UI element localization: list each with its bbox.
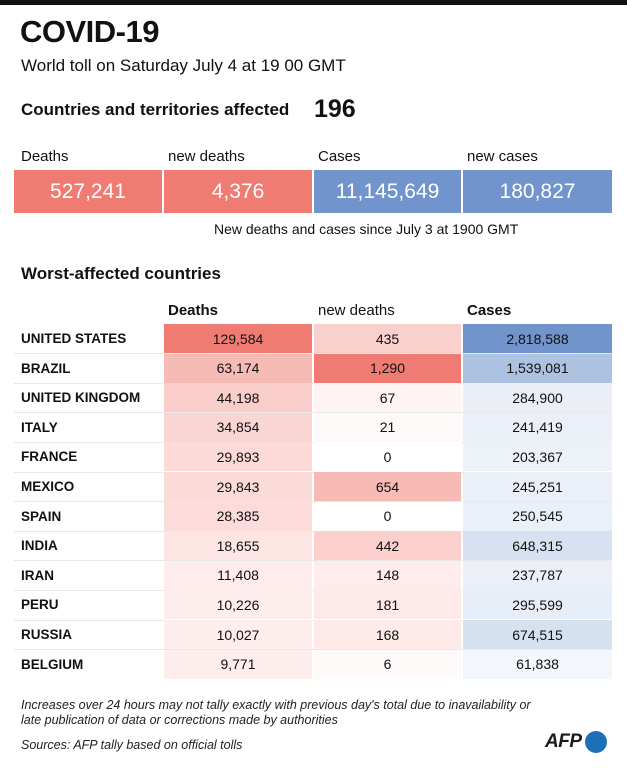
row-divider: [14, 382, 612, 384]
summary-new-deaths-value: 4,376: [164, 170, 312, 213]
country-name: SPAIN: [21, 508, 62, 524]
new-deaths-cell: 6: [314, 649, 461, 679]
country-name: UNITED KINGDOM: [21, 390, 141, 406]
cases-cell: 648,315: [463, 531, 612, 561]
afp-logo: AFP: [545, 731, 607, 753]
deaths-cell: 29,843: [164, 472, 312, 501]
country-name: MEXICO: [21, 479, 75, 494]
table-row: PERU 10,226 181 295,599: [14, 590, 612, 620]
affected-value: 196: [314, 95, 356, 123]
row-divider: [14, 353, 612, 355]
new-deaths-cell: 0: [314, 442, 461, 472]
page-subtitle: World toll on Saturday July 4 at 19 00 G…: [21, 56, 346, 75]
top-rule: [0, 0, 627, 5]
cases-cell: 250,545: [463, 501, 612, 531]
afp-logo-text: AFP: [545, 731, 582, 752]
column-header-new-deaths: new deaths: [318, 302, 395, 319]
table-row: BRAZIL 63,174 1,290 1,539,081: [14, 353, 612, 383]
new-deaths-cell: 654: [314, 472, 461, 501]
cases-cell: 1,539,081: [463, 353, 612, 383]
country-name: INDIA: [21, 538, 58, 554]
summary-deaths-value: 527,241: [14, 170, 162, 213]
deaths-cell: 44,198: [164, 383, 312, 413]
cases-cell: 284,900: [463, 383, 612, 413]
country-name: IRAN: [21, 567, 54, 583]
sources-note: Sources: AFP tally based on official tol…: [21, 738, 243, 752]
table-row: ITALY 34,854 21 241,419: [14, 412, 612, 442]
table-row: MEXICO 29,843 654 245,251: [14, 472, 612, 501]
deaths-cell: 10,027: [164, 620, 312, 649]
table-row: IRAN 11,408 148 237,787: [14, 560, 612, 590]
cases-cell: 674,515: [463, 620, 612, 649]
row-divider: [14, 412, 612, 414]
table-row: UNITED KINGDOM 44,198 67 284,900: [14, 383, 612, 413]
row-divider: [14, 589, 612, 591]
cases-cell: 245,251: [463, 472, 612, 501]
cases-cell: 295,599: [463, 590, 612, 620]
summary-header-deaths: Deaths: [21, 148, 69, 165]
row-divider: [14, 501, 612, 503]
column-header-cases: Cases: [467, 302, 512, 319]
cases-cell: 203,367: [463, 442, 612, 472]
row-divider: [14, 619, 612, 621]
new-deaths-cell: 21: [314, 412, 461, 442]
deaths-cell: 29,893: [164, 442, 312, 472]
cases-cell: 237,787: [463, 560, 612, 590]
summary-header-new-deaths: new deaths: [168, 148, 245, 165]
table-row: UNITED STATES 129,584 435 2,818,588: [14, 324, 612, 353]
country-name: FRANCE: [21, 449, 78, 465]
new-deaths-cell: 148: [314, 560, 461, 590]
table-row: SPAIN 28,385 0 250,545: [14, 501, 612, 531]
afp-logo-dot: [584, 731, 607, 753]
summary-cases-value: 11,145,649: [314, 170, 461, 213]
new-deaths-cell: 435: [314, 324, 461, 353]
row-divider: [14, 649, 612, 651]
row-divider: [14, 471, 612, 473]
new-deaths-cell: 442: [314, 531, 461, 561]
country-name: PERU: [21, 597, 59, 613]
summary-header-cases: Cases: [318, 148, 361, 165]
deaths-cell: 10,226: [164, 590, 312, 620]
deaths-cell: 34,854: [164, 412, 312, 442]
page-title: COVID-19: [20, 14, 159, 49]
cases-cell: 2,818,588: [463, 324, 612, 353]
summary-note: New deaths and cases since July 3 at 190…: [214, 221, 519, 237]
deaths-cell: 63,174: [164, 353, 312, 383]
table-row: FRANCE 29,893 0 203,367: [14, 442, 612, 472]
cases-cell: 61,838: [463, 649, 612, 679]
deaths-cell: 9,771: [164, 649, 312, 679]
table-title: Worst-affected countries: [21, 264, 221, 283]
new-deaths-cell: 1,290: [314, 353, 461, 383]
row-divider: [14, 441, 612, 443]
new-deaths-cell: 67: [314, 383, 461, 413]
country-name: UNITED STATES: [21, 331, 127, 346]
summary-header-new-cases: new cases: [467, 148, 538, 165]
row-divider: [14, 560, 612, 562]
table-row: INDIA 18,655 442 648,315: [14, 531, 612, 561]
column-header-deaths: Deaths: [168, 302, 219, 319]
deaths-cell: 28,385: [164, 501, 312, 531]
summary-new-cases-value: 180,827: [463, 170, 612, 213]
affected-label: Countries and territories affected: [21, 100, 290, 119]
deaths-cell: 18,655: [164, 531, 312, 561]
new-deaths-cell: 181: [314, 590, 461, 620]
table-row: BELGIUM 9,771 6 61,838: [14, 649, 612, 679]
row-divider: [14, 530, 612, 532]
table-row: RUSSIA 10,027 168 674,515: [14, 620, 612, 649]
deaths-cell: 129,584: [164, 324, 312, 353]
cases-cell: 241,419: [463, 412, 612, 442]
country-name: ITALY: [21, 419, 58, 435]
country-name: BELGIUM: [21, 656, 84, 672]
country-name: BRAZIL: [21, 360, 71, 376]
new-deaths-cell: 168: [314, 620, 461, 649]
country-name: RUSSIA: [21, 627, 73, 642]
footnote: Increases over 24 hours may not tally ex…: [21, 698, 531, 727]
new-deaths-cell: 0: [314, 501, 461, 531]
deaths-cell: 11,408: [164, 560, 312, 590]
